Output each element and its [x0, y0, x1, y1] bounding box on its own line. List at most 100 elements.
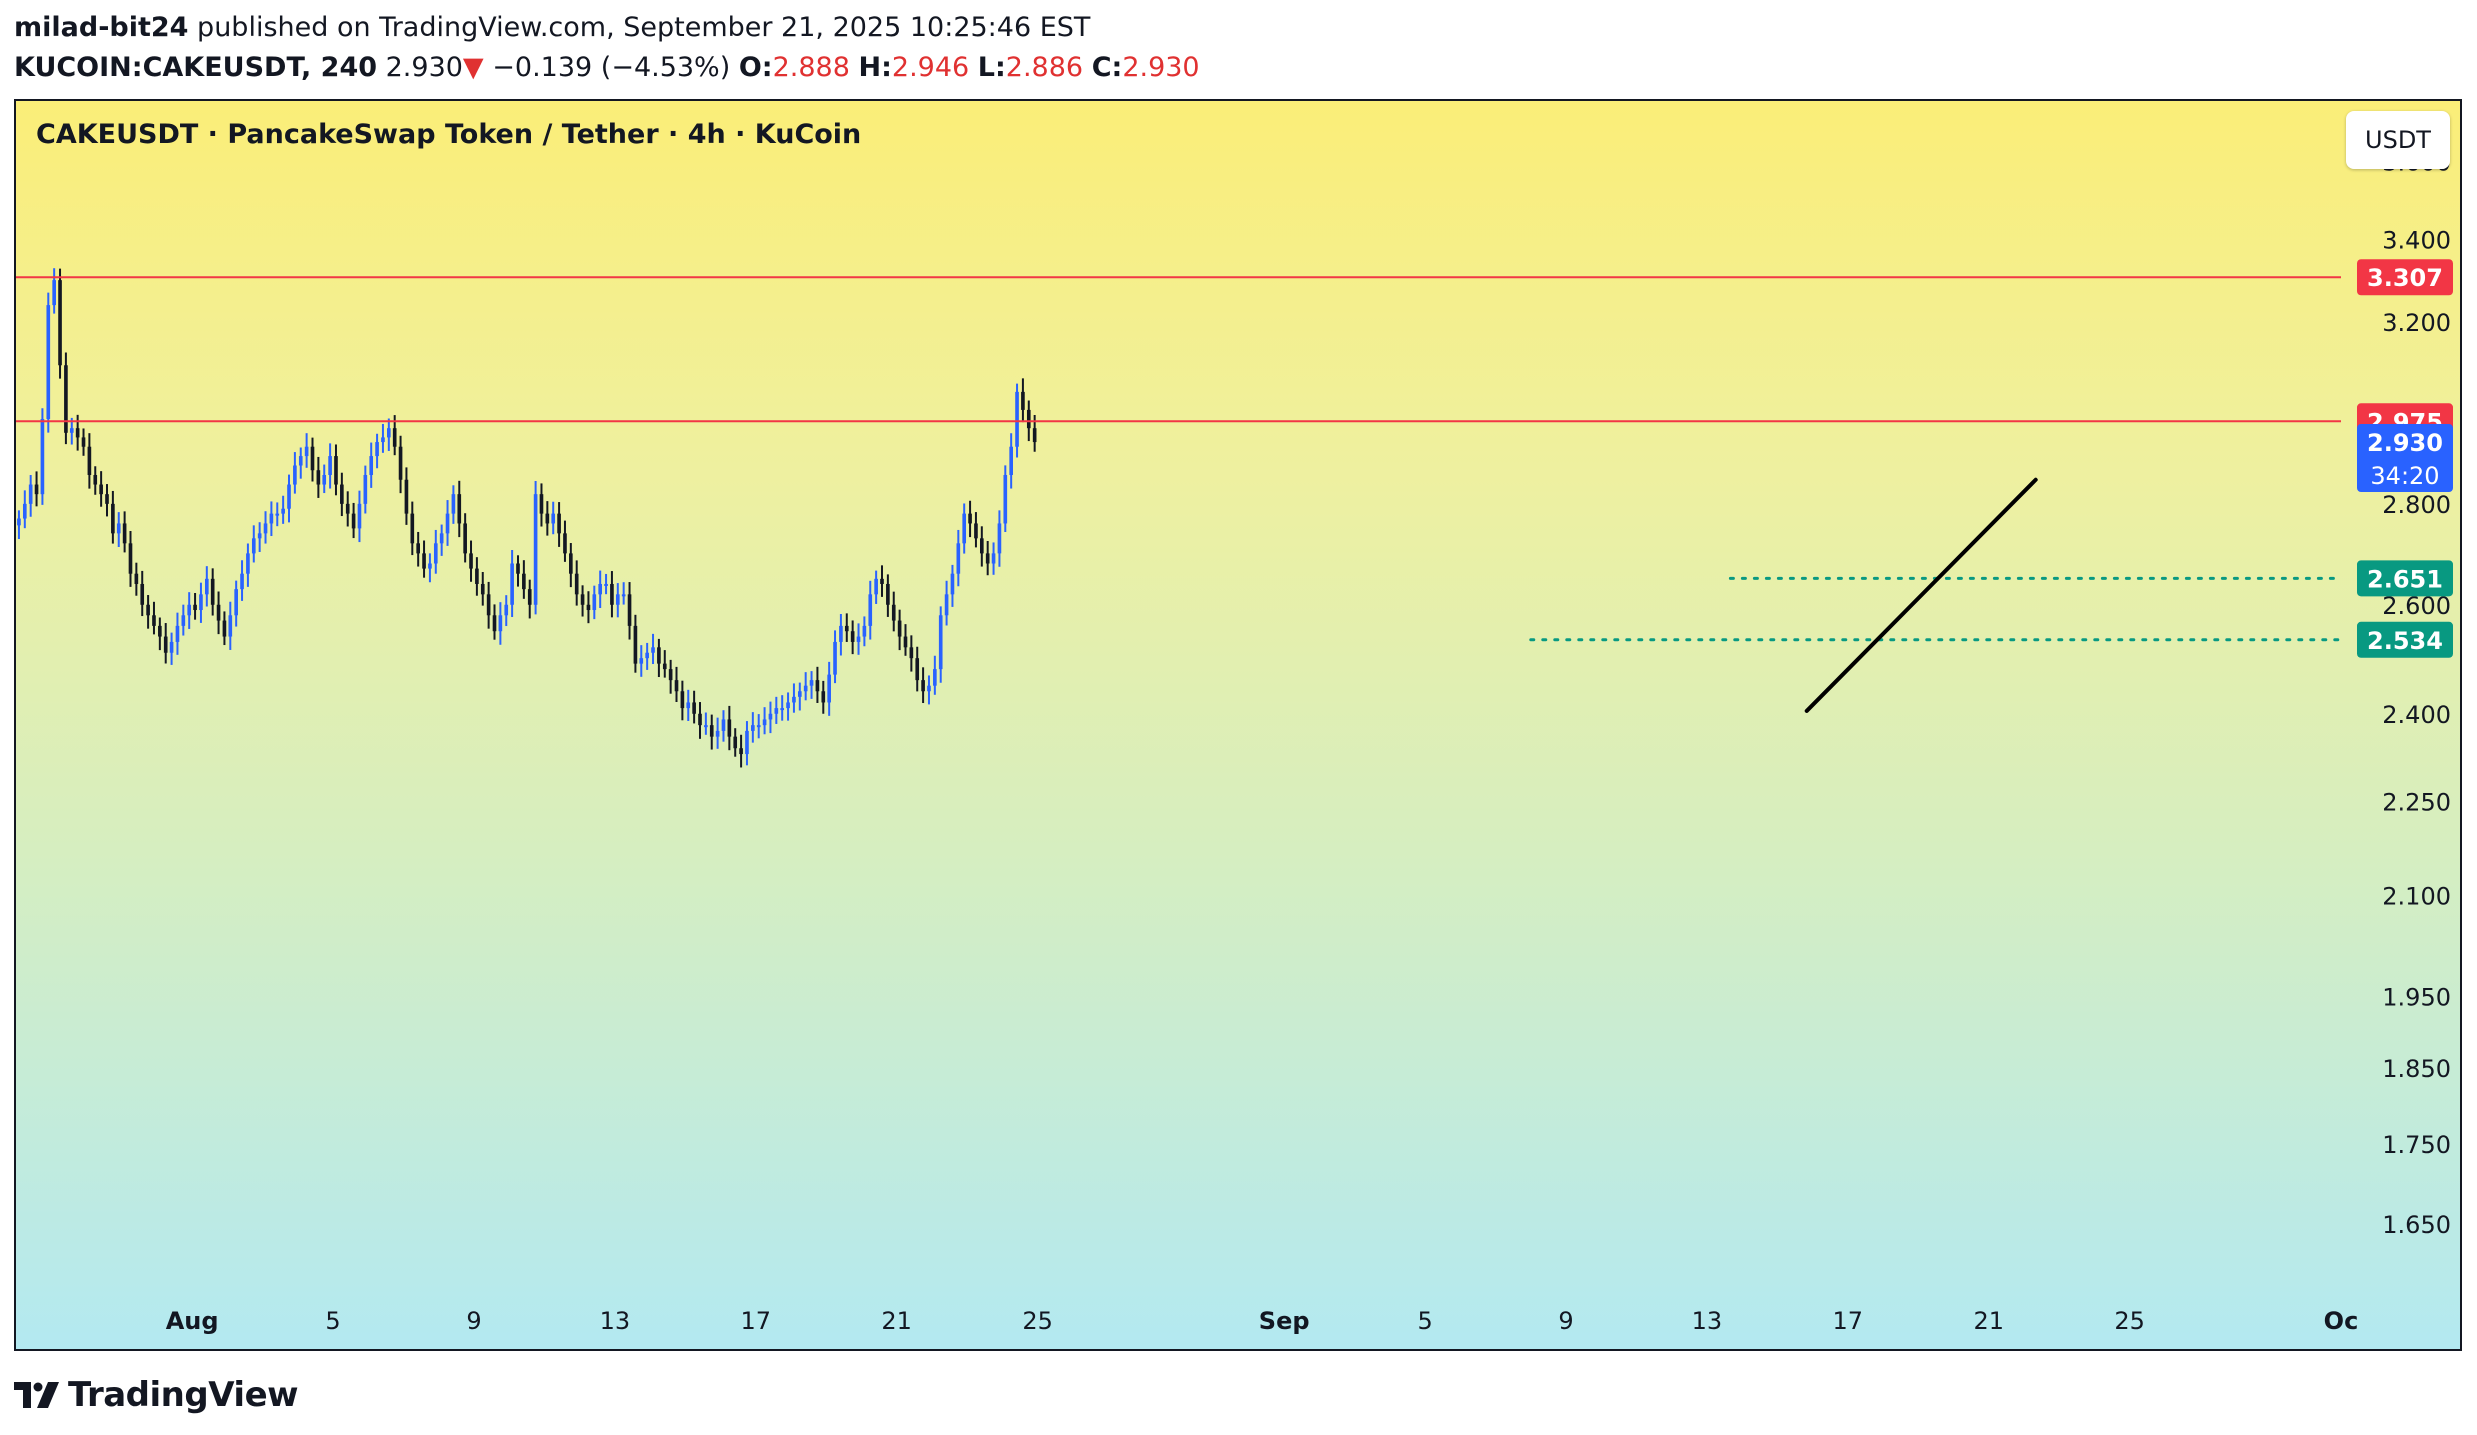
- candle-body: [709, 725, 714, 737]
- candle-body: [204, 578, 209, 595]
- candle-body: [152, 615, 156, 626]
- ohlc-line: KUCOIN:CAKEUSDT, 240 2.930▼ −0.139 (−4.5…: [14, 48, 1200, 88]
- chart-title: CAKEUSDT · PancakeSwap Token / Tether · …: [36, 119, 862, 150]
- candle-body: [193, 604, 197, 611]
- candle-body: [87, 446, 92, 475]
- candle-body: [668, 669, 673, 681]
- candle-body: [46, 305, 51, 420]
- y-tick-label: 2.600: [2382, 592, 2451, 620]
- candle-body: [163, 636, 168, 653]
- candle-body: [475, 568, 479, 584]
- candle-body: [351, 513, 356, 529]
- candle-body: [598, 583, 603, 595]
- candle-body: [498, 615, 503, 632]
- x-tick-label: 9: [1558, 1307, 1573, 1335]
- chart-frame[interactable]: 3.6003.4003.2002.8002.6002.4002.2502.100…: [14, 99, 2462, 1351]
- candle-body: [81, 437, 86, 447]
- candle-body: [821, 691, 826, 703]
- x-tick-label: Aug: [166, 1307, 219, 1335]
- candle-body: [158, 625, 162, 637]
- last-price: 2.930: [385, 52, 463, 83]
- candle-body: [134, 573, 139, 584]
- y-tick-label: 2.100: [2382, 883, 2451, 911]
- price-chart[interactable]: 3.6003.4003.2002.8002.6002.4002.2502.100…: [16, 101, 2460, 1349]
- candle-body: [692, 702, 696, 714]
- candle-body: [340, 484, 344, 504]
- candle-body: [862, 625, 867, 637]
- candle-body: [950, 573, 955, 595]
- candle-body: [334, 456, 338, 485]
- candle-body: [527, 589, 532, 605]
- y-tick-label: 2.800: [2382, 491, 2451, 519]
- candle-body: [69, 428, 74, 433]
- candle-body: [404, 479, 409, 514]
- candle-body: [739, 748, 743, 755]
- low-value: 2.886: [1005, 52, 1084, 83]
- y-tick-label: 1.950: [2382, 983, 2451, 1011]
- published-text: published on TradingView.com, September …: [188, 12, 1091, 43]
- candle-body: [733, 736, 738, 749]
- candle-body: [915, 658, 920, 681]
- candle-body: [293, 465, 297, 485]
- candle-body: [621, 594, 626, 597]
- candle-body: [381, 437, 385, 443]
- y-tick-label: 1.750: [2382, 1131, 2451, 1159]
- y-tick-label: 2.250: [2382, 789, 2451, 817]
- candle-body: [222, 620, 227, 637]
- y-tick-label: 1.650: [2382, 1211, 2451, 1239]
- candle-body: [1015, 391, 1019, 447]
- candle-body: [786, 702, 790, 709]
- candle-body: [1026, 409, 1031, 429]
- candle-body: [216, 604, 221, 621]
- candle-body: [304, 446, 309, 457]
- candle-body: [979, 538, 984, 554]
- candle-body: [756, 725, 761, 728]
- candle-body: [422, 553, 426, 569]
- candle-body: [680, 691, 685, 709]
- candle-body: [909, 647, 914, 659]
- author-name[interactable]: milad-bit24: [14, 12, 189, 43]
- candle-body: [891, 604, 896, 621]
- candle-body: [58, 280, 62, 366]
- candle-body: [657, 647, 661, 664]
- candle-body: [557, 513, 561, 534]
- candle-body: [428, 563, 432, 569]
- x-tick-label: 5: [325, 1307, 340, 1335]
- candle-body: [974, 523, 978, 539]
- candle-body: [398, 446, 403, 480]
- candle-body: [275, 513, 280, 516]
- candle-body: [28, 484, 33, 504]
- level-price-tag: [2357, 621, 2453, 658]
- low-label: L:: [977, 52, 1006, 83]
- x-tick-label: 13: [1692, 1307, 1723, 1335]
- candle-body: [199, 594, 203, 611]
- candle-body: [416, 543, 420, 554]
- candle-body: [569, 553, 573, 574]
- candle-body: [627, 594, 632, 626]
- candle-body: [457, 494, 462, 524]
- tradingview-logo-icon[interactable]: [14, 1382, 60, 1408]
- candle-body: [22, 503, 27, 519]
- candle-body: [486, 594, 491, 616]
- candle-body: [574, 573, 579, 595]
- candle-body: [551, 513, 556, 524]
- candle-body: [234, 589, 238, 616]
- x-tick-label: 25: [2114, 1307, 2145, 1335]
- candle-body: [762, 719, 767, 726]
- candle-body: [933, 669, 937, 686]
- candle-body: [210, 578, 215, 605]
- candle-body: [815, 680, 820, 692]
- candle-body: [674, 680, 679, 692]
- brand-name[interactable]: TradingView: [68, 1375, 299, 1415]
- candle-body: [146, 604, 150, 616]
- currency-button[interactable]: USDT: [2346, 111, 2450, 169]
- candle-body: [727, 719, 732, 737]
- candle-body: [40, 419, 45, 495]
- bar-countdown: 34:20: [2370, 462, 2439, 490]
- y-tick-label: 2.400: [2382, 701, 2451, 729]
- candle-body: [698, 713, 702, 726]
- candle-body: [592, 594, 597, 611]
- last-price-tag: [2357, 424, 2453, 493]
- candle-body: [328, 456, 332, 475]
- candle-body: [745, 730, 749, 755]
